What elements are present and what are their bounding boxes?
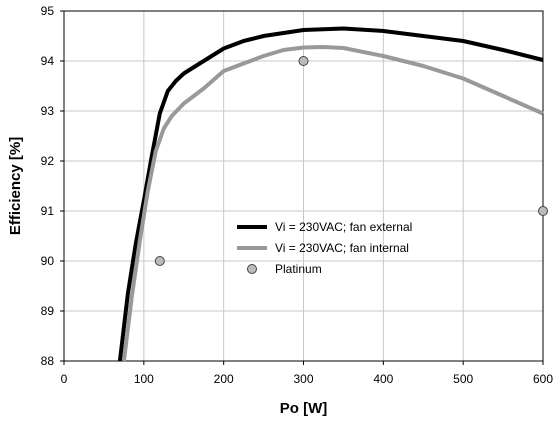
scatter-point xyxy=(154,256,165,266)
y-tick-label: 95 xyxy=(41,4,55,18)
legend-label-2: Vi = 230VAC; fan internal xyxy=(275,241,409,255)
legend-swatch-3 xyxy=(247,264,257,274)
x-axis-label: Po [W] xyxy=(280,400,327,417)
x-tick-label: 0 xyxy=(61,372,68,386)
x-tick-label: 100 xyxy=(134,372,154,386)
y-tick-label: 90 xyxy=(41,254,55,268)
x-tick-label: 400 xyxy=(373,372,393,386)
y-tick-label: 91 xyxy=(41,204,55,218)
scatter-point xyxy=(538,206,548,216)
x-ticks: 0 100 200 300 400 500 600 xyxy=(61,361,553,386)
x-tick-label: 600 xyxy=(533,372,553,386)
legend-label-1: Vi = 230VAC; fan external xyxy=(275,220,412,234)
scatter-point xyxy=(298,56,309,66)
legend: Vi = 230VAC; fan external Vi = 230VAC; fa… xyxy=(237,220,412,276)
x-tick-label: 500 xyxy=(453,372,473,386)
y-tick-label: 89 xyxy=(41,304,55,318)
x-tick-label: 300 xyxy=(293,372,313,386)
y-ticks: 88 89 90 91 92 93 94 95 xyxy=(41,4,64,368)
y-tick-label: 94 xyxy=(41,54,55,68)
series-line-2 xyxy=(121,45,544,362)
series-line-1 xyxy=(117,26,544,362)
x-tick-label: 200 xyxy=(214,372,234,386)
series-layer xyxy=(117,26,548,362)
y-tick-label: 93 xyxy=(41,104,55,118)
legend-label-3: Platinum xyxy=(275,262,322,276)
y-tick-label: 88 xyxy=(41,354,55,368)
y-axis-label: Efficiency [%] xyxy=(7,137,24,235)
y-tick-label: 92 xyxy=(41,154,55,168)
